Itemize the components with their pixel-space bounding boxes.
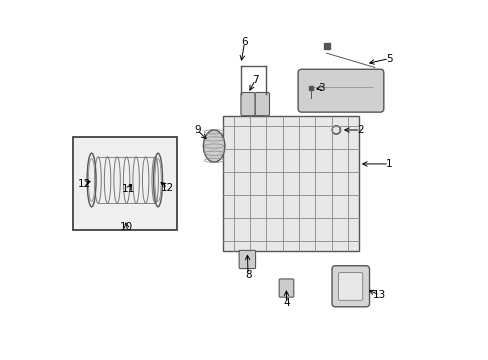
FancyBboxPatch shape bbox=[223, 116, 358, 251]
Text: 7: 7 bbox=[251, 75, 258, 85]
Text: 1: 1 bbox=[385, 159, 392, 169]
FancyBboxPatch shape bbox=[255, 93, 269, 116]
Bar bbox=[73, 137, 176, 230]
FancyBboxPatch shape bbox=[279, 279, 293, 297]
Text: 4: 4 bbox=[283, 298, 289, 308]
Text: 13: 13 bbox=[372, 290, 386, 300]
Text: 12: 12 bbox=[78, 179, 91, 189]
Text: 3: 3 bbox=[317, 83, 324, 93]
Text: 2: 2 bbox=[357, 125, 363, 135]
Text: 9: 9 bbox=[194, 125, 200, 135]
FancyBboxPatch shape bbox=[241, 93, 255, 116]
FancyBboxPatch shape bbox=[298, 69, 383, 112]
Text: 6: 6 bbox=[241, 37, 247, 48]
Text: 5: 5 bbox=[385, 54, 392, 64]
FancyBboxPatch shape bbox=[239, 250, 255, 269]
Ellipse shape bbox=[203, 130, 224, 162]
Text: 12: 12 bbox=[161, 183, 174, 193]
Text: 10: 10 bbox=[120, 222, 133, 232]
Text: 8: 8 bbox=[244, 270, 251, 280]
FancyBboxPatch shape bbox=[338, 273, 362, 300]
FancyBboxPatch shape bbox=[331, 266, 369, 307]
Text: 11: 11 bbox=[122, 184, 135, 194]
